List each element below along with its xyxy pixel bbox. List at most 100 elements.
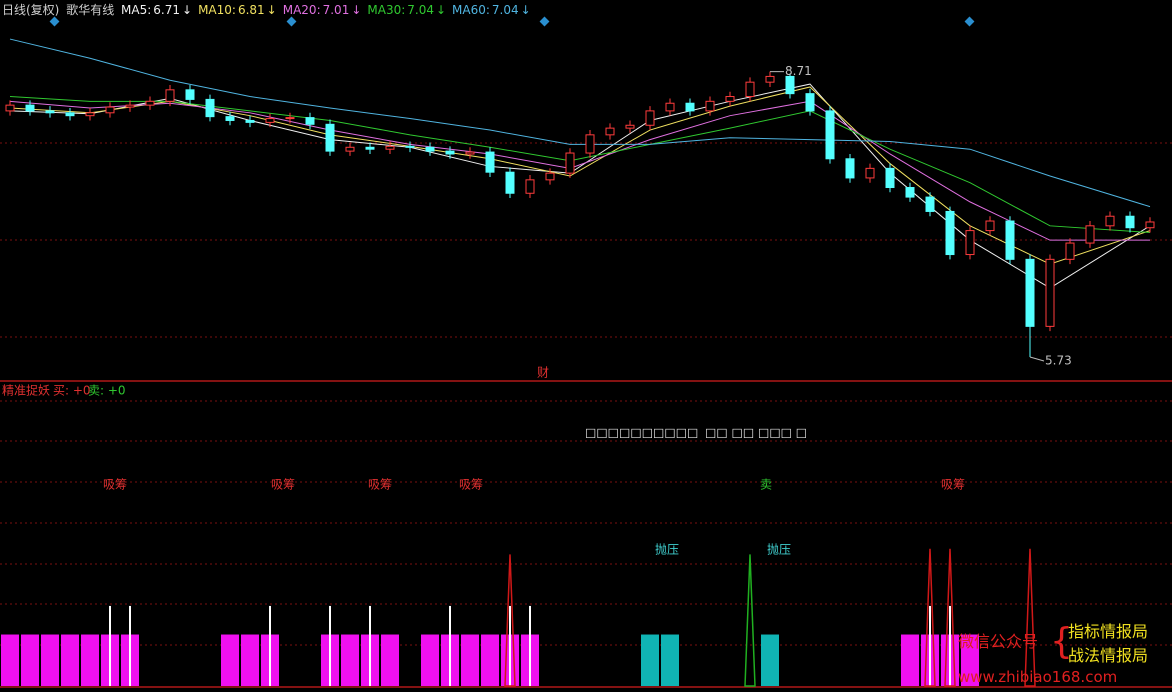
absorb-bar [61, 634, 79, 686]
absorb-bar [221, 634, 239, 686]
legend-value: 6.81 [237, 3, 265, 17]
candle-body [25, 104, 35, 112]
candle-body [1005, 220, 1015, 260]
candle-body [1085, 225, 1095, 244]
header: 日线(复权) 歌华有线 MA5: 6.71 ↓ MA10: 6.81 ↓ MA20: 7.01… [2, 1, 540, 18]
period: 日线(复权) [2, 3, 60, 17]
spike [924, 548, 936, 687]
ma-line [9, 38, 1151, 208]
brace: { [1050, 621, 1073, 662]
indicator-title: 精准捉妖 [2, 383, 50, 398]
legend-arrow: ↓ [182, 3, 193, 17]
pressure-bar [641, 634, 659, 686]
candle-body [505, 171, 515, 194]
annotation-leader [1029, 356, 1045, 362]
spike [1024, 548, 1036, 687]
pressure-bar [661, 634, 679, 686]
signal-label: 卖 [760, 478, 772, 492]
signal-label: 抛压 [655, 542, 679, 557]
absorb-bar [461, 634, 479, 686]
candle-body [405, 145, 415, 148]
pressure-bar [761, 634, 779, 686]
signal-label: 吸筹 [271, 478, 295, 492]
absorb-bar [901, 634, 919, 686]
watermark-line: 指标情报局 [1068, 622, 1149, 641]
diamond [286, 16, 297, 27]
sell-count: 卖: +0 [88, 384, 126, 398]
candle-body [1065, 242, 1075, 260]
absorb-bar [1, 634, 19, 686]
legend-name: MA20: [282, 3, 321, 17]
candle-body [1125, 215, 1135, 229]
high-label: 8.71 [785, 64, 812, 78]
candle-body [625, 124, 635, 129]
legend-arrow: ↓ [351, 3, 362, 17]
legend-name: MA30: [367, 3, 406, 17]
absorb-bar [341, 634, 359, 686]
candle-body [565, 152, 575, 174]
candle-body [1025, 258, 1035, 327]
watermark-url: www.zhibiao168.com [958, 668, 1118, 686]
diamond [49, 16, 60, 27]
candle-body [1105, 215, 1115, 227]
stock-name: 歌华有线 [66, 3, 115, 17]
diamond [539, 16, 550, 27]
candle-body [965, 230, 975, 256]
absorb-bar [81, 634, 99, 686]
box-text: □□ □□ □□□ □ [705, 426, 807, 440]
absorb-bar [381, 634, 399, 686]
signal-label: 吸筹 [459, 478, 483, 492]
candle-body [65, 112, 75, 117]
candle-body [325, 123, 335, 152]
candle-body [305, 117, 315, 125]
low-label: 5.73 [1045, 354, 1072, 368]
candle-body [645, 110, 655, 126]
candle-body [745, 81, 755, 98]
candle-body [125, 104, 135, 108]
diamond [964, 16, 975, 27]
candle-body [85, 112, 95, 117]
candle-body [785, 75, 795, 95]
legend: MA5: 6.71 ↓ MA10: 6.81 ↓ MA20: 7.01 ↓ MA30: 7.04 ↓ M… [121, 3, 537, 17]
legend-arrow: ↓ [520, 3, 531, 17]
legend-arrow: ↓ [435, 3, 447, 17]
legend-name: MA5: [121, 3, 152, 17]
absorb-bar [961, 634, 979, 686]
candle-body [525, 179, 535, 194]
candle-body [1145, 221, 1155, 229]
candle-body [985, 220, 995, 232]
signal-label: 吸筹 [368, 478, 392, 492]
markers [49, 16, 975, 27]
legend-value: 7.04 [407, 3, 434, 17]
candle-body [865, 167, 875, 179]
candle-body [345, 146, 355, 152]
legend-name: MA10: [198, 3, 236, 17]
absorb-bar [41, 634, 59, 686]
candle-body [685, 102, 695, 112]
candle-body [945, 210, 955, 256]
candle-body [925, 196, 935, 212]
candle-body [725, 96, 735, 102]
spike [744, 554, 756, 687]
candle-body [105, 106, 115, 114]
candle-body [5, 104, 15, 112]
candle-body [805, 93, 815, 112]
legend-value: 6.71 [153, 3, 181, 17]
candle-body [885, 167, 895, 189]
candle-body [425, 146, 435, 152]
candle-body [245, 119, 255, 123]
candle-body [585, 134, 595, 154]
ma-line [9, 86, 1151, 265]
legend-value: 7.01 [322, 3, 350, 17]
candle-body [365, 146, 375, 150]
candle-body [765, 75, 775, 83]
candle-body [265, 118, 275, 123]
candle-body [825, 110, 835, 160]
watermark: 微信公众号 { 指标情报局 战法情报局 www.zhibiao168.com [958, 618, 1170, 690]
candle-body [845, 158, 855, 179]
signal-label: 吸筹 [941, 478, 965, 492]
candle-body [285, 117, 295, 120]
spike [504, 554, 516, 687]
